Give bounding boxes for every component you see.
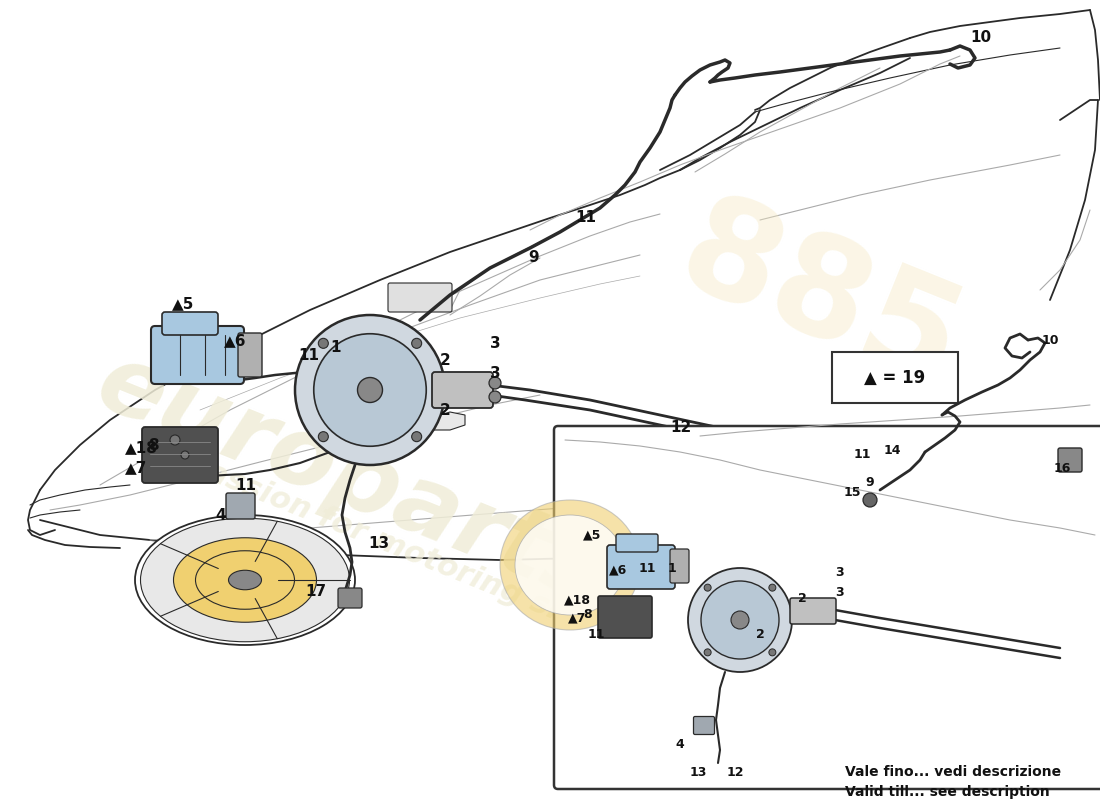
Text: 8: 8	[148, 438, 158, 453]
Text: 12: 12	[726, 766, 744, 779]
Ellipse shape	[314, 334, 427, 446]
Ellipse shape	[411, 338, 421, 348]
Text: 11: 11	[854, 449, 871, 462]
FancyBboxPatch shape	[598, 596, 652, 638]
Ellipse shape	[845, 496, 994, 584]
Text: 2: 2	[798, 591, 806, 605]
Text: 12: 12	[670, 420, 691, 435]
Ellipse shape	[688, 568, 792, 672]
Text: 16: 16	[1054, 462, 1070, 474]
FancyBboxPatch shape	[832, 352, 958, 403]
FancyBboxPatch shape	[790, 598, 836, 624]
Text: 14: 14	[883, 443, 901, 457]
Ellipse shape	[135, 515, 355, 645]
Text: 13: 13	[690, 766, 706, 779]
Text: 15: 15	[844, 486, 860, 498]
Ellipse shape	[174, 538, 317, 622]
Text: Vale fino... vedi descrizione: Vale fino... vedi descrizione	[845, 765, 1062, 779]
Text: 3: 3	[836, 586, 845, 598]
FancyBboxPatch shape	[670, 549, 689, 583]
Text: ▲6: ▲6	[224, 333, 246, 348]
Ellipse shape	[500, 500, 640, 630]
FancyBboxPatch shape	[607, 545, 675, 589]
Text: 2: 2	[440, 353, 451, 368]
FancyBboxPatch shape	[1058, 448, 1082, 472]
Ellipse shape	[170, 435, 180, 445]
Text: a passion for motoring since 1985: a passion for motoring since 1985	[153, 437, 707, 683]
Text: ▲5: ▲5	[172, 296, 195, 311]
Polygon shape	[430, 412, 465, 430]
Ellipse shape	[358, 378, 383, 402]
Text: 9: 9	[528, 250, 539, 265]
Ellipse shape	[490, 377, 500, 389]
Text: 11: 11	[575, 210, 596, 225]
Ellipse shape	[411, 432, 421, 442]
Text: europarts: europarts	[84, 336, 617, 624]
Text: ▲5: ▲5	[583, 529, 602, 542]
Ellipse shape	[295, 315, 446, 465]
Ellipse shape	[490, 391, 500, 403]
FancyBboxPatch shape	[162, 312, 218, 335]
Text: ▲18: ▲18	[125, 440, 158, 455]
Text: 2: 2	[440, 403, 451, 418]
Ellipse shape	[903, 530, 937, 550]
Ellipse shape	[515, 515, 625, 615]
FancyBboxPatch shape	[554, 426, 1100, 789]
FancyBboxPatch shape	[432, 372, 493, 408]
Ellipse shape	[864, 493, 877, 507]
Ellipse shape	[704, 584, 711, 591]
FancyBboxPatch shape	[388, 283, 452, 312]
Text: ▲6: ▲6	[609, 563, 627, 577]
FancyBboxPatch shape	[151, 326, 244, 384]
Text: 11: 11	[587, 627, 605, 641]
FancyBboxPatch shape	[238, 333, 262, 377]
Ellipse shape	[769, 584, 776, 591]
Text: 13: 13	[368, 536, 389, 551]
Text: 4: 4	[675, 738, 684, 751]
Text: 1: 1	[330, 340, 341, 355]
Text: 10: 10	[1042, 334, 1058, 346]
FancyBboxPatch shape	[338, 588, 362, 608]
Ellipse shape	[704, 649, 711, 656]
Ellipse shape	[229, 570, 262, 590]
Ellipse shape	[732, 611, 749, 629]
Text: 3: 3	[490, 366, 500, 381]
Ellipse shape	[182, 451, 189, 459]
FancyBboxPatch shape	[693, 717, 715, 734]
Text: 10: 10	[970, 30, 991, 45]
Text: 885: 885	[660, 183, 980, 417]
Text: 4: 4	[214, 508, 225, 523]
Text: 1: 1	[668, 562, 676, 574]
Text: 9: 9	[866, 475, 874, 489]
Text: 2: 2	[756, 629, 764, 642]
Text: 11: 11	[298, 348, 319, 363]
FancyBboxPatch shape	[226, 493, 255, 519]
Text: 8: 8	[584, 609, 592, 622]
Text: ▲7: ▲7	[125, 460, 147, 475]
Text: ▲18: ▲18	[563, 594, 591, 606]
Ellipse shape	[318, 338, 328, 348]
FancyBboxPatch shape	[616, 534, 658, 552]
Text: ▲7: ▲7	[568, 611, 586, 625]
Ellipse shape	[811, 475, 1030, 605]
Ellipse shape	[141, 518, 350, 642]
Text: 3: 3	[490, 336, 500, 351]
Text: 3: 3	[836, 566, 845, 578]
Text: ▲ = 19: ▲ = 19	[865, 369, 925, 387]
Ellipse shape	[318, 432, 328, 442]
Text: 11: 11	[638, 562, 656, 574]
FancyBboxPatch shape	[142, 427, 218, 483]
Ellipse shape	[769, 649, 776, 656]
Ellipse shape	[805, 472, 1035, 608]
Text: 17: 17	[305, 584, 326, 599]
Text: 11: 11	[235, 478, 256, 493]
Text: Valid till... see description: Valid till... see description	[845, 785, 1049, 799]
Ellipse shape	[701, 581, 779, 659]
